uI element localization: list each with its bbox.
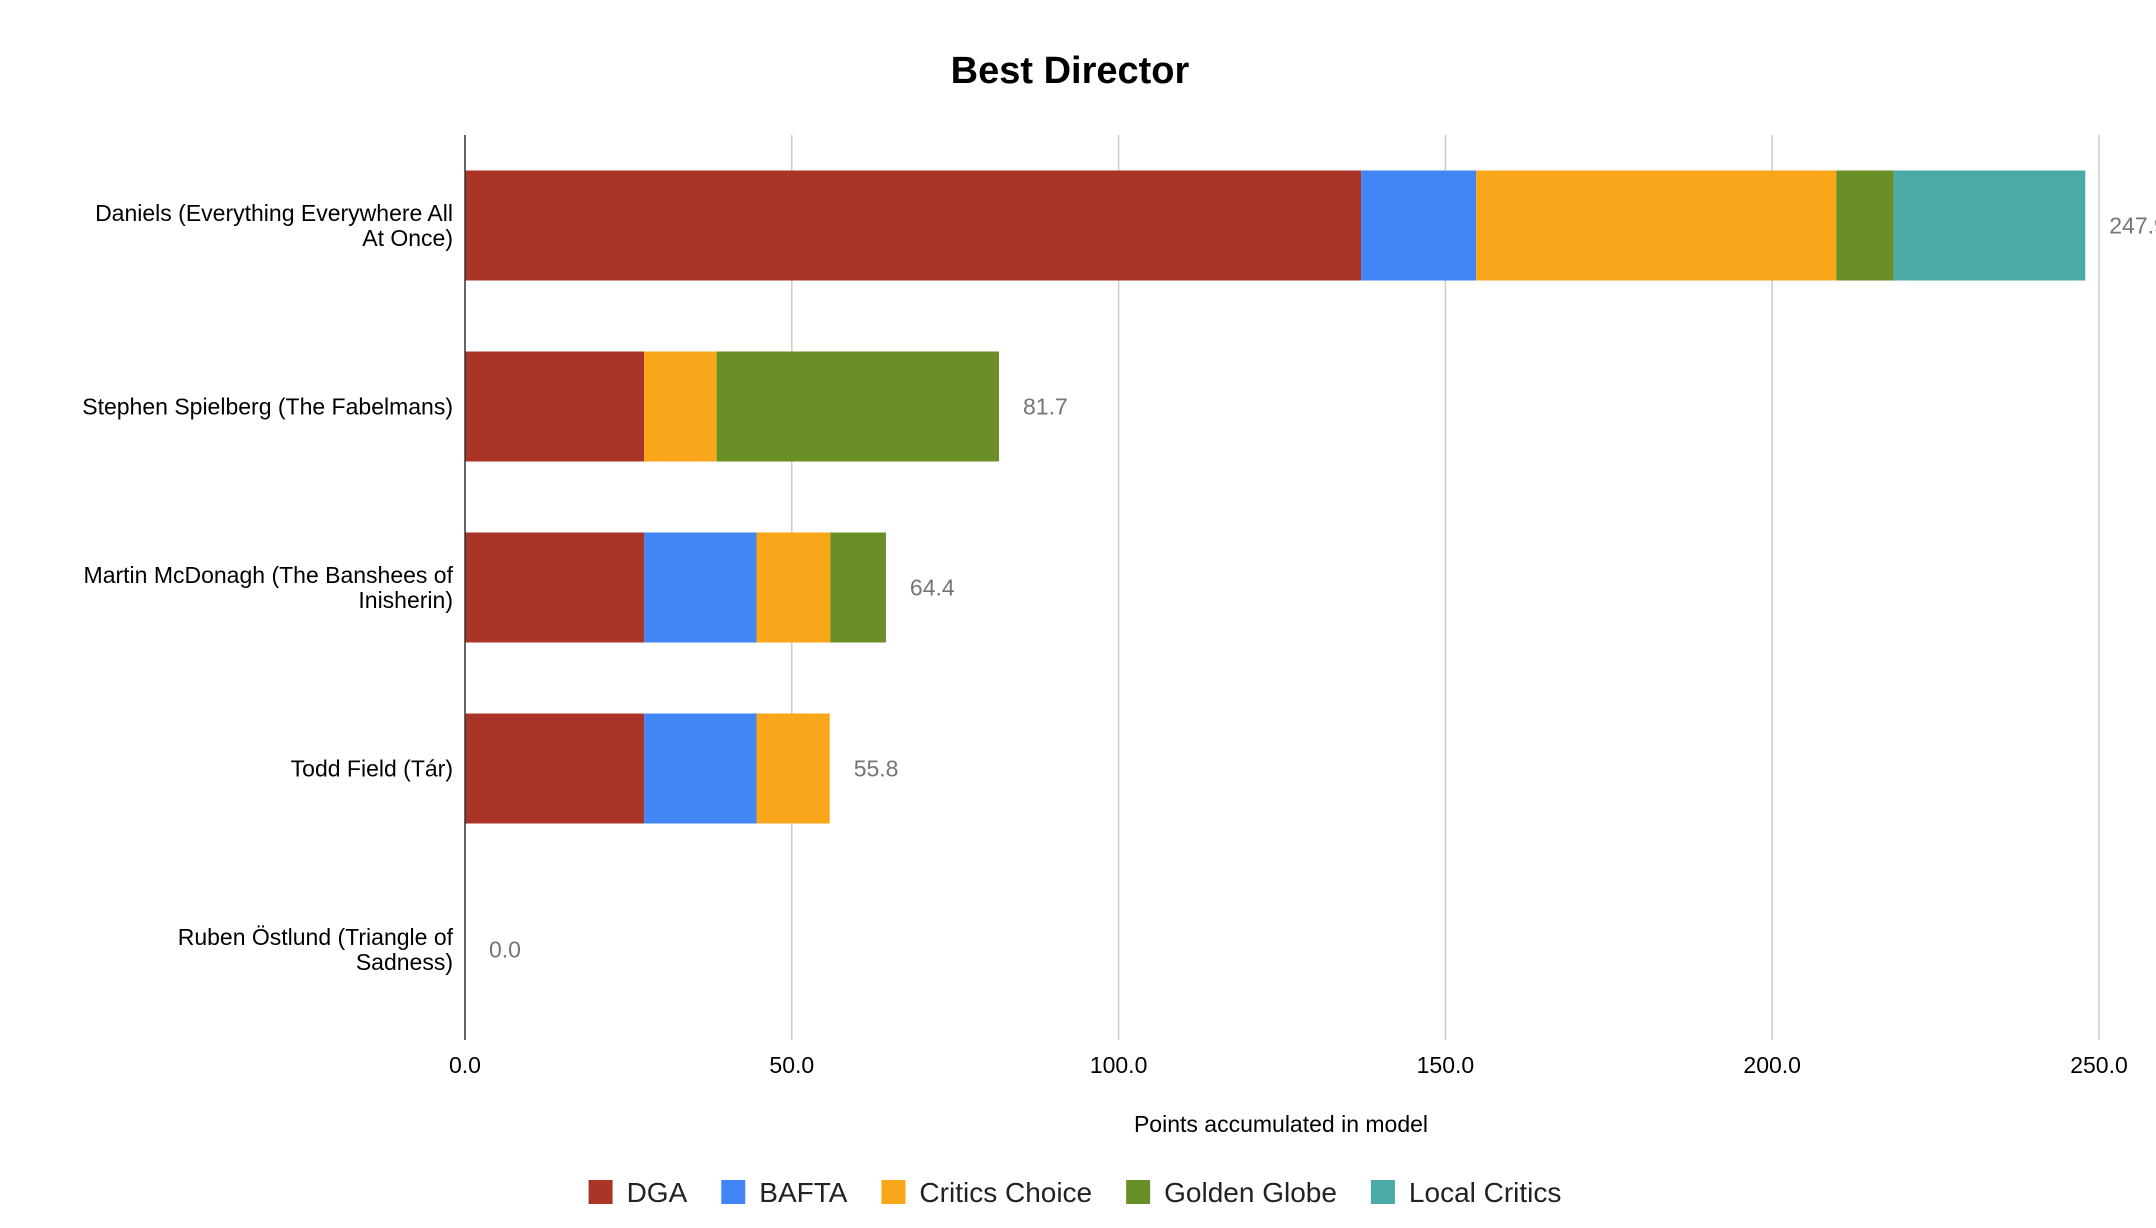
x-tick-label: 200.0	[1743, 1052, 1801, 1078]
legend: DGA BAFTA Critics Choice Golden Globe Local …	[588, 1177, 1561, 1208]
category-label: Todd Field (Tár)	[291, 756, 453, 782]
bar-total-label: 55.8	[854, 756, 899, 782]
legend-swatch	[588, 1180, 613, 1204]
legend-swatch	[1126, 1180, 1151, 1204]
category-label: Stephen Spielberg (The Fabelmans)	[82, 394, 453, 420]
bar-segment	[1893, 170, 2086, 281]
bar-segment	[465, 532, 645, 643]
gridlines	[791, 135, 2100, 1040]
category-label: Daniels (Everything Everywhere All At Onc…	[95, 200, 453, 251]
x-tick-label: 0.0	[449, 1052, 481, 1078]
legend-label: Local Critics	[1409, 1177, 1561, 1208]
x-tick-label: 100.0	[1090, 1052, 1148, 1078]
bars: 247.9 81.7 64.4 55.8 0.0	[465, 170, 2156, 963]
x-axis-title: Points accumulated in model	[1134, 1111, 1428, 1137]
legend-swatch	[881, 1180, 906, 1204]
legend-label: BAFTA	[759, 1177, 847, 1208]
bar-segment	[1476, 170, 1837, 281]
x-tick-label: 50.0	[769, 1052, 814, 1078]
bar-total-label: 247.9	[2109, 213, 2156, 239]
category-labels: Daniels (Everything Everywhere All At Onc…	[82, 200, 453, 975]
category-label: Ruben Östlund (Triangle of Sadness)	[178, 924, 454, 975]
bar-segment	[756, 532, 831, 643]
category-label: Martin McDonagh (The Banshees of Inisheri…	[84, 562, 454, 613]
x-tick-label: 250.0	[2070, 1052, 2128, 1078]
legend-swatch	[721, 1180, 746, 1204]
bar-segment	[465, 713, 645, 824]
x-tick-label: 150.0	[1417, 1052, 1475, 1078]
bar-segment	[716, 351, 999, 462]
bar-segment	[756, 713, 830, 824]
bar-total-label: 0.0	[489, 937, 521, 963]
legend-item: Critics Choice	[881, 1177, 1092, 1208]
bar-segment	[830, 532, 886, 643]
legend-item: DGA	[588, 1177, 688, 1208]
legend-item: Local Critics	[1370, 1177, 1561, 1208]
bar-segment	[644, 713, 757, 824]
bar-total-label: 81.7	[1023, 394, 1068, 420]
bar-segment	[465, 170, 1362, 281]
bar-segment	[644, 351, 717, 462]
legend-item: Golden Globe	[1126, 1177, 1337, 1208]
legend-swatch	[1370, 1180, 1395, 1204]
chart-title: Best Director	[951, 50, 1190, 92]
legend-label: Critics Choice	[919, 1177, 1092, 1208]
legend-item: BAFTA	[721, 1177, 848, 1208]
bar-segment	[644, 532, 757, 643]
bar-segment	[465, 351, 645, 462]
legend-label: Golden Globe	[1164, 1177, 1337, 1208]
x-tick-labels: 0.0 50.0 100.0 150.0 200.0 250.0	[449, 1052, 2128, 1078]
bar-segment	[1836, 170, 1894, 281]
legend-label: DGA	[627, 1177, 688, 1208]
bar-total-label: 64.4	[910, 575, 955, 601]
bar-segment	[1361, 170, 1477, 281]
